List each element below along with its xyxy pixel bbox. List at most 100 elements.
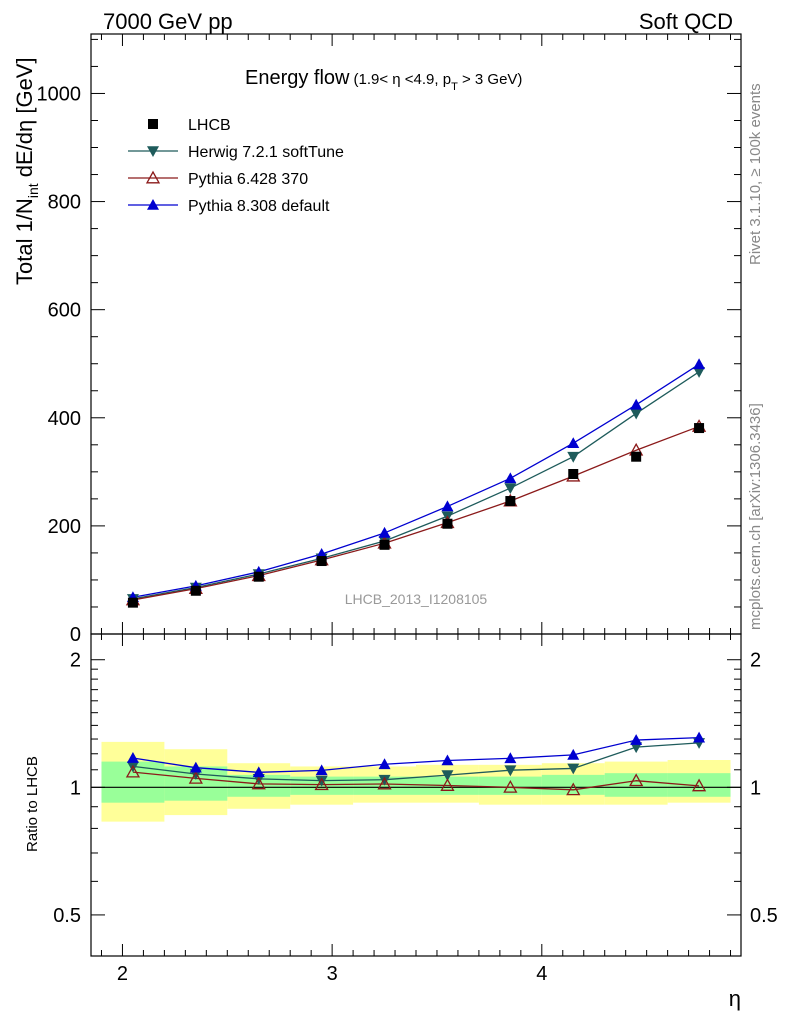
point-lhcb [505, 496, 516, 507]
y-tick-label: 200 [48, 516, 81, 538]
legend-marker-pythia-6-428-370 [145, 170, 161, 184]
line-herwig-7-2-1-softtune [132, 371, 700, 600]
ratio-point-pythia-8-308-default [504, 752, 517, 764]
point-herwig-7-2-1-softtune [630, 408, 643, 420]
legend-label-pythia-8-308-default: Pythia 8.308 default [188, 198, 330, 215]
ratio-tick-label-left: 1 [70, 777, 81, 799]
chart-title-cut-sub: T [451, 81, 458, 93]
ratio-point-pythia-8-308-default [441, 754, 454, 766]
ratio-point-herwig-7-2-1-softtune [504, 765, 517, 777]
point-herwig-7-2-1-softtune [567, 451, 580, 463]
ratio-point-pythia-8-308-default [189, 761, 202, 773]
ratio-point-pythia-6-428-370 [314, 777, 329, 791]
line-pythia-6-428-370 [132, 425, 700, 601]
point-lhcb [190, 585, 201, 596]
ratio-point-pythia-8-308-default [630, 734, 643, 745]
x-tick-label: 4 [536, 963, 547, 985]
point-lhcb [379, 539, 390, 550]
ratio-point-pythia-6-428-370 [125, 764, 141, 778]
point-lhcb [316, 556, 327, 567]
ratio-point-pythia-6-428-370 [188, 771, 203, 784]
point-lhcb [631, 451, 642, 462]
point-herwig-7-2-1-softtune [693, 367, 706, 378]
ratio-line-pythia-6-428-370 [132, 771, 700, 791]
ratio-axis-label: Ratio to LHCB [24, 756, 41, 852]
mcplots-label: mcplots.cern.ch [arXiv:1306.3436] [747, 403, 764, 630]
x-tick-label: 2 [117, 963, 128, 985]
ratio-point-pythia-6-428-370 [629, 773, 644, 787]
chart-title-main: Energy flow [245, 67, 350, 89]
ratio-tick-label-left: 2 [70, 650, 81, 672]
legend-label-herwig-7-2-1-softtune: Herwig 7.2.1 softTune [188, 144, 344, 161]
x-axis-label: η [729, 986, 741, 1011]
point-lhcb [442, 518, 453, 529]
main-series-lines [132, 363, 700, 601]
ratio-point-pythia-8-308-default [126, 752, 139, 763]
point-pythia-8-308-default [630, 398, 643, 410]
ratio-line-pythia-8-308-default [132, 737, 700, 773]
y-tick-label: 0 [70, 624, 81, 646]
ratio-tick-label-right: 2 [750, 650, 761, 672]
band-inner-bin [667, 773, 731, 797]
ratio-point-pythia-6-428-370 [566, 782, 581, 796]
point-pythia-8-308-default [567, 437, 580, 448]
ratio-point-pythia-6-428-370 [691, 778, 707, 792]
y-tick-label: 1000 [37, 83, 82, 105]
point-lhcb [568, 469, 579, 479]
ratio-uncertainty-bands [91, 741, 741, 822]
ratio-tick-label-right: 0.5 [750, 905, 778, 927]
y-tick-label: 400 [48, 408, 81, 430]
point-lhcb [253, 571, 264, 582]
header-left: 7000 GeV pp [103, 9, 233, 34]
legend-label-pythia-6-428-370: Pythia 6.428 370 [188, 171, 308, 188]
point-pythia-8-308-default [378, 526, 391, 538]
legend-marker-pythia-8-308-default [147, 199, 159, 210]
ratio-point-pythia-8-308-default [252, 766, 265, 778]
ratio-point-pythia-6-428-370 [251, 776, 266, 790]
y-tick-label: 800 [48, 192, 81, 214]
ratio-point-herwig-7-2-1-softtune [441, 770, 454, 782]
y-axis-label-sub: int [25, 183, 41, 198]
y-axis-label-b: dE/dη [GeV] [12, 57, 37, 183]
ratio-point-herwig-7-2-1-softtune [315, 775, 328, 787]
ratio-point-herwig-7-2-1-softtune [567, 763, 580, 775]
main-series-markers [125, 358, 707, 608]
y-axis-label: Total 1/Nint dE/dη [GeV] [12, 57, 41, 285]
point-pythia-8-308-default [693, 358, 706, 370]
header-right: Soft QCD [639, 9, 733, 34]
ratio-point-pythia-8-308-default [315, 764, 328, 776]
legend-marker-herwig-7-2-1-softtune [147, 146, 159, 157]
ratio-point-pythia-6-428-370 [503, 779, 518, 793]
y-axis-label-a: Total 1/N [12, 198, 37, 285]
line-pythia-8-308-default [132, 363, 700, 598]
axes: 2 3 4 0 200 400 600 800 1000 0.5 0.5 1 1 2 2 [37, 33, 778, 985]
ratio-point-herwig-7-2-1-softtune [630, 742, 643, 754]
band-inner-bin [227, 774, 291, 797]
point-pythia-8-308-default [441, 500, 454, 512]
legend: LHCB Herwig 7.2.1 softTune Pythia 6.428 37… [128, 117, 344, 215]
rivet-label: Rivet 3.1.10, ≥ 100k events [747, 83, 764, 265]
chart-title-cut-1: (1.9< η <4.9, p [354, 71, 452, 88]
ratio-line-herwig-7-2-1-softtune [132, 742, 700, 782]
band-inner-bin [353, 776, 416, 795]
point-lhcb [694, 423, 705, 434]
ratio-point-pythia-8-308-default [567, 748, 580, 760]
ratio-point-pythia-8-308-default [378, 758, 391, 770]
chart-title-cut-2: > 3 GeV) [458, 71, 523, 88]
chart-title: Energy flow (1.9< η <4.9, pT > 3 GeV) [245, 67, 522, 93]
ratio-series-lines [132, 737, 700, 791]
point-pythia-8-308-default [504, 472, 517, 484]
y-tick-label: 600 [48, 300, 81, 322]
band-inner-bin [478, 776, 542, 795]
ratio-point-pythia-6-428-370 [377, 776, 392, 790]
point-herwig-7-2-1-softtune [504, 483, 517, 495]
ratio-point-pythia-6-428-370 [440, 778, 455, 791]
ratio-series-markers [125, 731, 707, 796]
ratio-tick-label-right: 1 [750, 777, 761, 799]
ratio-point-herwig-7-2-1-softtune [378, 774, 391, 786]
point-lhcb [127, 597, 138, 608]
ratio-tick-label-left: 0.5 [53, 905, 81, 927]
legend-marker-lhcb [148, 119, 158, 129]
x-tick-label: 3 [327, 963, 338, 985]
